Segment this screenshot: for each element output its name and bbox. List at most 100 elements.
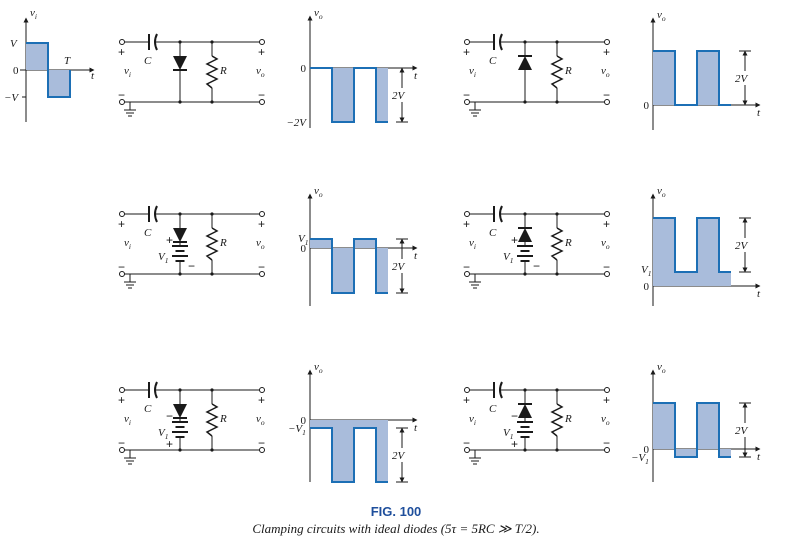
input-minus-label: − xyxy=(118,88,125,102)
circuit-d: V1 + − + − + − vi vo C R xyxy=(463,205,610,289)
resistor-label: R xyxy=(564,237,572,249)
output-t-label: t xyxy=(757,288,761,300)
input-neg-v-label: −V xyxy=(4,92,19,104)
diode-symbol xyxy=(173,56,187,70)
terminal-out-top xyxy=(259,387,265,393)
terminal-in-top xyxy=(119,387,125,393)
junction-dot xyxy=(555,100,559,104)
output-trace xyxy=(310,67,388,123)
output-axis-label: vo xyxy=(657,9,666,23)
input-minus-label: − xyxy=(463,436,470,450)
output-plus-label: + xyxy=(258,45,265,59)
capacitor-label: C xyxy=(489,403,497,415)
output-fill xyxy=(376,248,388,293)
resistor-zigzag xyxy=(205,227,219,261)
terminal-out-top xyxy=(604,211,610,217)
input-negative-half xyxy=(48,70,70,97)
terminal-in-top xyxy=(464,211,470,217)
junction-dot xyxy=(210,388,214,392)
resistor-zigzag xyxy=(550,403,564,437)
output-v1-label: V1 xyxy=(641,264,651,278)
output-axis-label: vo xyxy=(657,361,666,375)
battery-plus-sign: + xyxy=(166,233,173,247)
junction-dot xyxy=(210,40,214,44)
output-axis-label: vo xyxy=(314,185,323,199)
input-t-label: t xyxy=(91,70,95,82)
circuit-b: + − + − vi vo C R xyxy=(463,33,610,117)
output-waveform-d: vo t 2V 0 V1 xyxy=(641,185,761,306)
output-v1-label: V1 xyxy=(298,233,308,247)
output-fill xyxy=(354,420,376,428)
terminal-in-top xyxy=(464,39,470,45)
vo-label: vo xyxy=(256,237,265,251)
output-2v-label: 2V xyxy=(735,240,749,252)
junction-dot xyxy=(210,100,214,104)
input-positive-half xyxy=(26,43,48,70)
panel-b: + − + − vi vo C Rvo t 2V 0 xyxy=(463,9,761,130)
output-axis-label: vo xyxy=(314,7,323,21)
battery-v1-label: V1 xyxy=(158,251,168,265)
output-neg-v1-label: −V1 xyxy=(631,452,649,466)
circuit-c: V1 + − + − + − vi vo C R xyxy=(118,205,265,289)
output-waveform-f: vo t 2V 0−V1 xyxy=(631,361,761,482)
battery-plus-sign: + xyxy=(511,437,518,451)
output-2v-label: 2V xyxy=(392,261,406,273)
input-axis-label: vi xyxy=(30,7,37,21)
battery-v1-label: V1 xyxy=(503,427,513,441)
output-zero-label: 0 xyxy=(301,243,307,255)
output-2v-label: 2V xyxy=(392,90,406,102)
resistor-zigzag xyxy=(205,403,219,437)
figure-title: FIG. 100 xyxy=(370,504,422,519)
output-minus-label: − xyxy=(258,88,265,102)
output-fill xyxy=(719,272,731,286)
vo-label: vo xyxy=(601,237,610,251)
terminal-in-top xyxy=(464,387,470,393)
diode-symbol xyxy=(518,56,532,70)
output-trace xyxy=(310,427,388,483)
junction-dot xyxy=(555,272,559,276)
battery-plus-sign: + xyxy=(511,233,518,247)
output-fill xyxy=(354,239,376,248)
terminal-in-top xyxy=(119,211,125,217)
vo-label: vo xyxy=(601,413,610,427)
junction-dot xyxy=(210,448,214,452)
input-minus-label: − xyxy=(118,436,125,450)
output-fill xyxy=(332,248,354,293)
output-2v-label: 2V xyxy=(392,450,406,462)
panel-e: V1 − + + − + − vi vo C Rvo t 2V 0−V1 xyxy=(118,361,418,483)
output-plus-label: + xyxy=(603,217,610,231)
output-waveform-e: vo t 2V 0−V1 xyxy=(288,361,418,483)
diode-symbol xyxy=(173,404,187,418)
input-waveform: vi V 0 −V T t xyxy=(4,7,95,122)
output-minus-label: − xyxy=(258,436,265,450)
output-fill xyxy=(697,403,719,449)
resistor-label: R xyxy=(564,65,572,77)
battery-minus-sign: − xyxy=(188,259,195,273)
output-minus-label: − xyxy=(603,260,610,274)
output-fill xyxy=(376,68,388,122)
input-minus-label: − xyxy=(118,260,125,274)
output-fill xyxy=(697,51,719,105)
output-t-label: t xyxy=(757,107,761,119)
resistor-label: R xyxy=(219,237,227,249)
output-fill xyxy=(653,403,675,449)
vi-label: vi xyxy=(124,413,131,427)
output-waveform-c: vo t 2V 0V1 xyxy=(298,185,418,306)
output-zero-label: 0 xyxy=(644,444,650,456)
vi-label: vi xyxy=(124,237,131,251)
circuit-e: V1 − + + − + − vi vo C R xyxy=(118,381,265,465)
terminal-out-top xyxy=(259,211,265,217)
battery-plus-sign: + xyxy=(166,437,173,451)
input-plus-label: + xyxy=(118,217,125,231)
input-plus-label: + xyxy=(463,393,470,407)
terminal-out-top xyxy=(604,387,610,393)
vo-label: vo xyxy=(601,65,610,79)
input-v-label: V xyxy=(10,38,18,50)
output-plus-label: + xyxy=(258,393,265,407)
junction-dot xyxy=(523,388,527,392)
vi-label: vi xyxy=(469,237,476,251)
output-fill xyxy=(653,51,675,105)
